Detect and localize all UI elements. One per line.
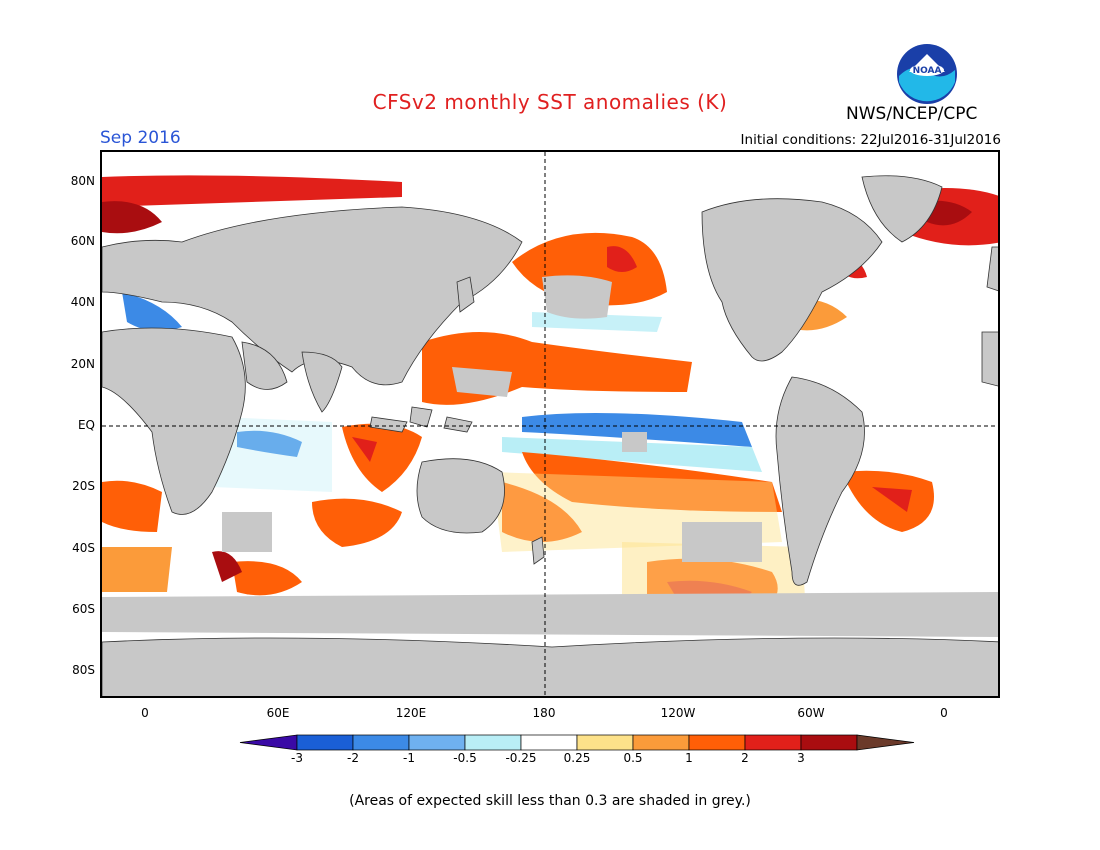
map-title: CFSv2 monthly SST anomalies (K) <box>372 90 728 114</box>
legend-label: 0.25 <box>563 751 591 765</box>
africa <box>102 327 246 515</box>
legend-swatch <box>520 734 578 751</box>
south-america <box>775 376 865 586</box>
lon-label: 60E <box>266 706 290 720</box>
lat-label: EQ <box>77 418 95 432</box>
legend-label: 2 <box>741 751 749 765</box>
forecast-month: Sep 2016 <box>100 128 181 148</box>
equatorial-pacific-cold-anomaly <box>522 413 752 447</box>
lat-label: 20S <box>72 479 95 493</box>
lat-label: 20N <box>70 357 95 371</box>
legend-swatch <box>464 734 522 751</box>
lat-label: 60S <box>72 602 95 616</box>
lat-label: 40S <box>72 541 95 555</box>
lat-label: 80S <box>72 663 95 677</box>
antarctica <box>102 637 998 696</box>
noaa-logo-icon: NOAA <box>895 42 959 110</box>
legend-swatch <box>744 734 802 751</box>
north-america <box>701 198 883 362</box>
map-canvas <box>102 152 998 696</box>
india <box>301 351 343 413</box>
lon-label: 120E <box>395 706 427 720</box>
sst-anomaly-map <box>100 150 1000 698</box>
land-masses <box>102 175 998 696</box>
legend-swatch <box>352 734 410 751</box>
legend-swatch <box>688 734 746 751</box>
legend-swatch <box>632 734 690 751</box>
australia <box>416 458 505 534</box>
legend-label: -2 <box>347 751 359 765</box>
legend-swatch <box>408 734 466 751</box>
legend-swatch-max <box>856 734 915 751</box>
initial-conditions: Initial conditions: 22Jul2016-31Jul2016 <box>740 132 1001 148</box>
lon-label: 180 <box>532 706 556 720</box>
legend-label: -0.5 <box>453 751 477 765</box>
lon-label: 120W <box>660 706 696 720</box>
agency-label: NWS/NCEP/CPC <box>846 104 978 124</box>
low-skill-mask <box>102 275 998 637</box>
southeast-pacific-warm-anomaly <box>522 452 782 512</box>
arctic-warm-anomaly <box>102 175 402 207</box>
lon-label: 0 <box>940 706 948 720</box>
legend-label: 1 <box>685 751 693 765</box>
legend-label: -1 <box>403 751 415 765</box>
legend-swatch <box>296 734 354 751</box>
lat-label: 80N <box>70 174 95 188</box>
skill-footnote: (Areas of expected skill less than 0.3 a… <box>349 793 751 809</box>
legend-swatch <box>576 734 634 751</box>
noaa-logo-text: NOAA <box>913 66 942 76</box>
legend-label: -0.25 <box>505 751 537 765</box>
anomaly-field <box>102 175 998 632</box>
eurasia <box>102 206 523 386</box>
legend-swatch-min <box>239 734 298 751</box>
lon-label: 60W <box>797 706 825 720</box>
lon-label: 0 <box>141 706 149 720</box>
greenland <box>861 175 943 243</box>
legend-swatch <box>800 734 858 751</box>
legend-label: 3 <box>797 751 805 765</box>
lat-label: 40N <box>70 295 95 309</box>
lat-label: 60N <box>70 234 95 248</box>
legend-label: -3 <box>291 751 303 765</box>
legend-label: 0.5 <box>623 751 643 765</box>
